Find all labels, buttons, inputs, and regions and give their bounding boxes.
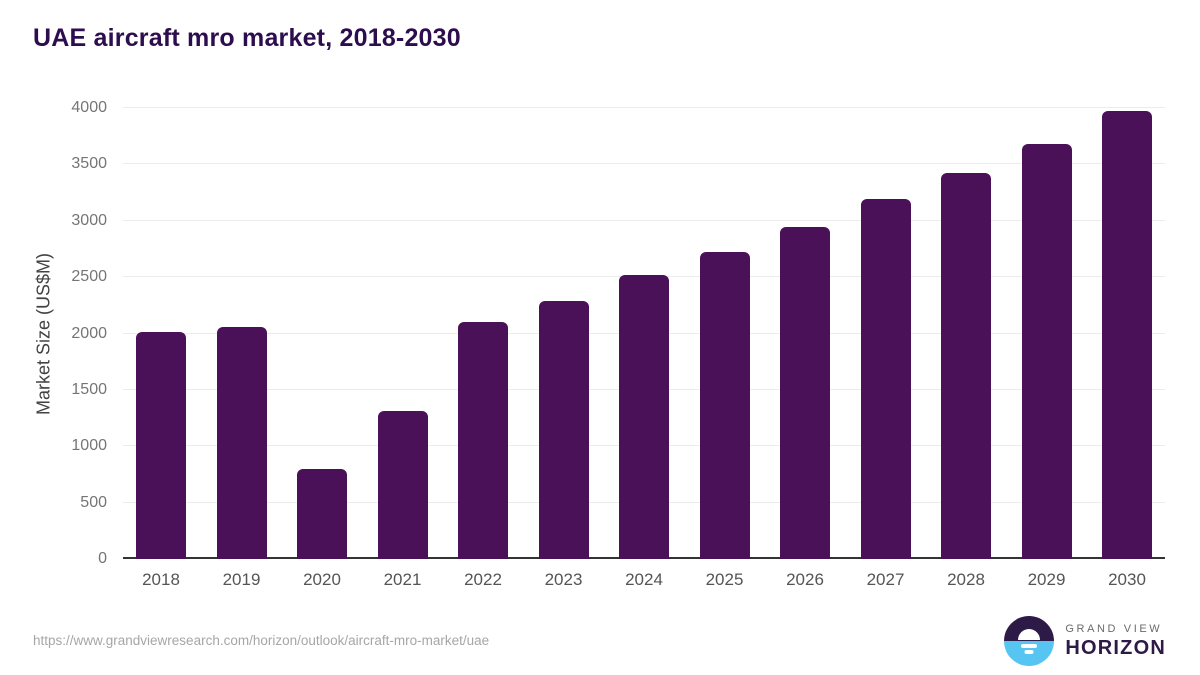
x-tick-label: 2025 xyxy=(705,570,744,589)
gridline xyxy=(123,219,1165,221)
x-tick-label: 2021 xyxy=(383,570,422,589)
bar-column-2024: 2024 xyxy=(619,108,669,589)
bar-column-2027: 2027 xyxy=(860,108,911,589)
x-tick-label: 2028 xyxy=(947,570,985,589)
bar-2026 xyxy=(780,226,830,559)
gridline xyxy=(123,107,1165,108)
y-tick-label: 2000 xyxy=(71,324,107,342)
bar-column-2020: 2020 xyxy=(297,108,347,589)
logo-text-horizon: HORIZON xyxy=(1065,636,1166,659)
x-tick-label: 2027 xyxy=(866,570,905,589)
x-tick-label: 2029 xyxy=(1027,570,1066,589)
x-tick-label: 2022 xyxy=(464,570,502,589)
bar-2027 xyxy=(860,199,911,559)
x-tick-label: 2020 xyxy=(303,570,341,589)
bar-column-2021: 2021 xyxy=(377,108,428,589)
bar-column-2023: 2023 xyxy=(538,108,589,589)
bar-column-2029: 2029 xyxy=(1021,108,1072,589)
bar-2028 xyxy=(941,172,991,559)
sun-shape xyxy=(1018,629,1041,640)
y-tick-label: 4000 xyxy=(71,99,107,116)
bar-2019 xyxy=(216,326,267,559)
x-tick-label: 2023 xyxy=(544,570,583,589)
bar-column-2025: 2025 xyxy=(699,108,750,589)
logo-text-grand-view: GRAND VIEW xyxy=(1065,622,1163,635)
x-tick-label: 2018 xyxy=(142,570,180,589)
bar-column-2019: 2019 xyxy=(216,108,267,589)
source-url: https://www.grandviewresearch.com/horizo… xyxy=(33,633,490,648)
bar-column-2022: 2022 xyxy=(458,108,508,589)
x-tick-label: 2019 xyxy=(222,570,261,589)
x-tick-label: 2026 xyxy=(786,570,824,589)
bar-2020 xyxy=(297,469,347,559)
gridline xyxy=(123,163,1165,165)
bar-2024 xyxy=(619,275,669,559)
bars-container: 2018 2019 2020 2021 2022 2023 2024 2025 2026 2027… xyxy=(123,108,1165,589)
horizon-sun-icon xyxy=(1004,616,1055,666)
grand-view-horizon-logo: GRAND VIEW HORIZON xyxy=(1004,616,1166,666)
bar-column-2030: 2030 xyxy=(1102,108,1152,589)
bar-2029 xyxy=(1021,143,1072,559)
bar-2023 xyxy=(538,300,589,559)
y-tick-label: 1500 xyxy=(71,380,107,398)
y-tick-label: 0 xyxy=(98,550,107,567)
bar-2022 xyxy=(458,322,508,559)
plot-area: 0 500 1000 1500 2000 2500 3000 3500 4000 2018 2019… xyxy=(71,99,1165,589)
bar-column-2028: 2028 xyxy=(941,108,991,589)
bar-2021 xyxy=(377,411,428,559)
bar-2018 xyxy=(136,332,186,559)
x-tick-label: 2030 xyxy=(1108,570,1146,589)
chart-title: UAE aircraft mro market, 2018-2030 xyxy=(33,24,461,52)
bar-column-2026: 2026 xyxy=(780,108,830,589)
y-tick-label: 1000 xyxy=(71,437,107,455)
bar-2025 xyxy=(699,251,750,559)
logo-text: GRAND VIEW HORIZON xyxy=(1065,623,1166,660)
sun-ray-shape xyxy=(1024,650,1034,654)
y-tick-label: 3000 xyxy=(71,211,107,229)
x-tick-label: 2024 xyxy=(625,570,663,589)
y-tick-label: 2500 xyxy=(71,268,107,286)
bar-column-2018: 2018 xyxy=(136,108,186,589)
sun-ray-shape xyxy=(1021,644,1038,648)
bar-2030 xyxy=(1102,110,1152,559)
y-tick-label: 500 xyxy=(80,493,107,511)
y-tick-label: 3500 xyxy=(71,155,107,173)
